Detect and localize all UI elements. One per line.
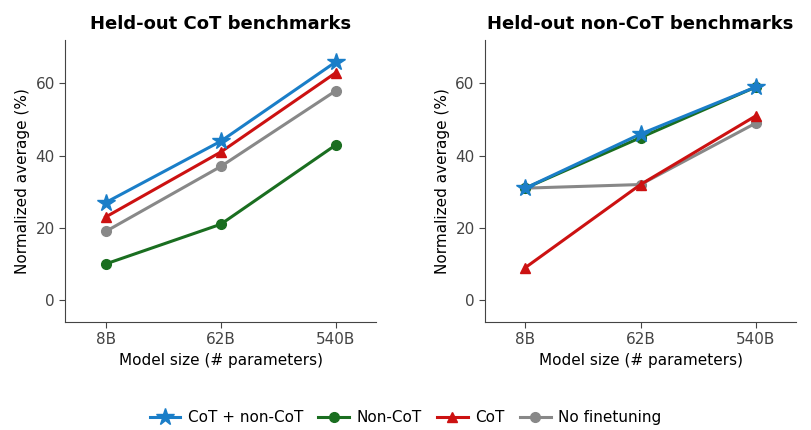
Y-axis label: Normalized average (%): Normalized average (%) xyxy=(435,88,450,274)
Title: Held-out CoT benchmarks: Held-out CoT benchmarks xyxy=(90,15,351,33)
X-axis label: Model size (# parameters): Model size (# parameters) xyxy=(118,353,323,368)
Y-axis label: Normalized average (%): Normalized average (%) xyxy=(15,88,30,274)
X-axis label: Model size (# parameters): Model size (# parameters) xyxy=(539,353,743,368)
Title: Held-out non-CoT benchmarks: Held-out non-CoT benchmarks xyxy=(487,15,794,33)
Legend: CoT + non-CoT, Non-CoT, CoT, No finetuning: CoT + non-CoT, Non-CoT, CoT, No finetuni… xyxy=(144,404,667,430)
